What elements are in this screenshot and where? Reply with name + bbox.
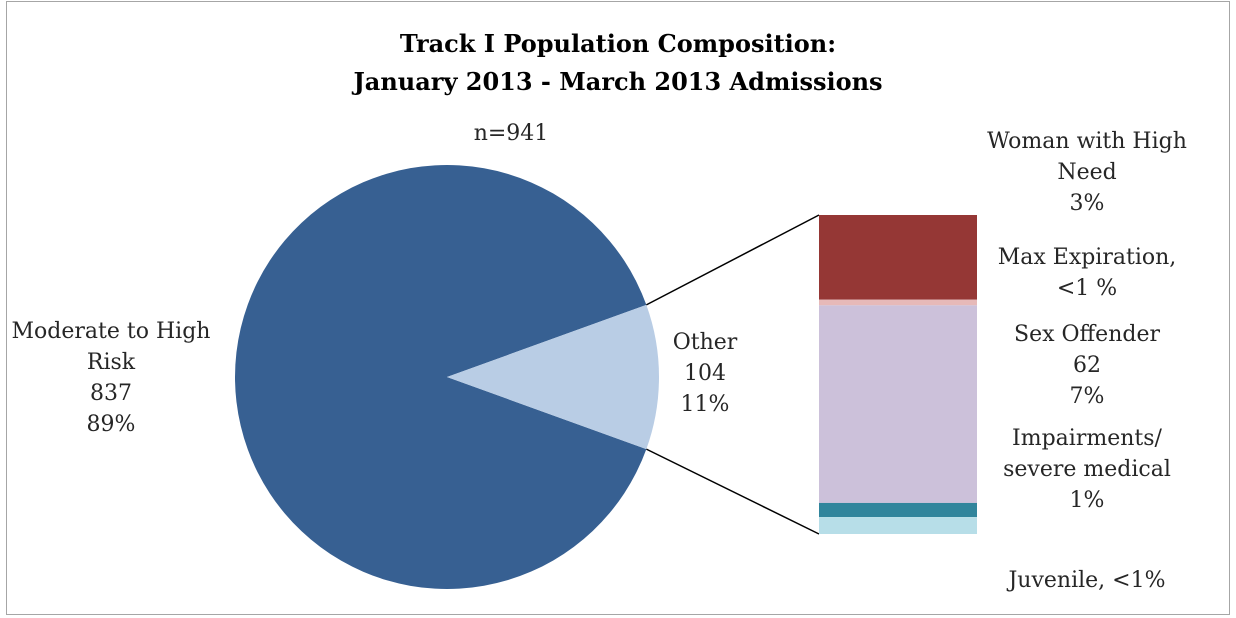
data-label-line: 3% (1070, 191, 1105, 216)
data-label-line: Risk (87, 350, 136, 375)
pie-of-bar-chart: Track I Population Composition: January … (12, 29, 1187, 593)
data-label-sex: Sex Offender 62 7% (1014, 322, 1160, 409)
chart-subtitle: January 2013 - March 2013 Admissions (351, 67, 882, 96)
data-label-moderate: Moderate to High Risk 837 89% (12, 319, 211, 437)
bar-segment-woman (819, 215, 977, 300)
connector-top (646, 214, 820, 306)
data-label-max: Max Expiration, <1 % (998, 245, 1177, 301)
sample-size-annotation: n=941 (474, 121, 549, 146)
connector-bottom (646, 448, 820, 535)
data-label-line: Juvenile, <1% (1006, 568, 1165, 593)
data-label-line: 1% (1070, 488, 1105, 513)
data-label-line: 837 (90, 381, 132, 406)
data-label-line: 104 (684, 361, 726, 386)
bar-segment-sex (819, 305, 977, 503)
data-label-other: Other 104 11% (673, 330, 738, 417)
data-label-line: Impairments/ (1012, 426, 1162, 451)
data-label-line: 62 (1073, 353, 1101, 378)
chart-frame: Track I Population Composition: January … (6, 1, 1230, 615)
data-label-line: Woman with High (987, 129, 1187, 154)
bar-segment-juvenile (819, 517, 977, 534)
bar-segment-impair (819, 502, 977, 518)
data-label-impair: Impairments/severe medical 1% (1003, 426, 1171, 513)
data-labels: Moderate to High Risk 837 89% Other 104 11% Wom… (12, 129, 1187, 593)
data-label-woman: Woman with High Need 3% (987, 129, 1187, 216)
data-label-line: Max Expiration, (998, 245, 1177, 270)
breakdown-bar (819, 215, 977, 534)
connector-lines (646, 214, 820, 535)
data-label-line: 11% (681, 392, 730, 417)
bar-segment-max (819, 299, 977, 306)
pie (235, 164, 659, 590)
data-label-line: 7% (1070, 384, 1105, 409)
pie-slice-other (447, 304, 659, 450)
data-label-line: 89% (87, 412, 136, 437)
data-label-line: Moderate to High (12, 319, 211, 344)
data-label-line: Sex Offender (1014, 322, 1160, 347)
data-label-line: Need (1057, 160, 1116, 185)
chart-title: Track I Population Composition: (400, 29, 836, 58)
data-label-juvenile: Juvenile, <1% (1006, 568, 1165, 593)
data-label-line: Other (673, 330, 738, 355)
data-label-line: severe medical (1003, 457, 1171, 482)
data-label-line: <1 % (1057, 276, 1117, 301)
pie-slice-moderate (235, 164, 647, 590)
